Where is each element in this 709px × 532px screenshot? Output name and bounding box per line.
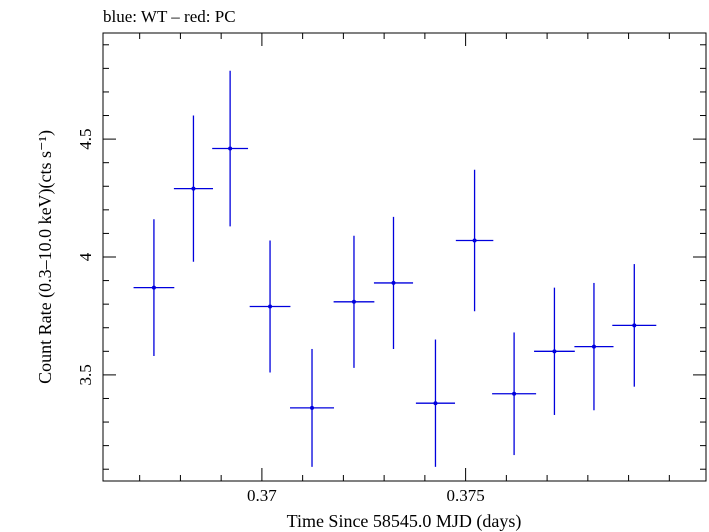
data-points	[133, 70, 657, 467]
y-tick-label: 4	[76, 252, 95, 261]
data-marker	[391, 280, 396, 285]
x-axis-label: Time Since 58545.0 MJD (days)	[287, 511, 522, 532]
axis-ticks	[103, 33, 706, 481]
data-point	[455, 169, 494, 312]
data-marker	[228, 146, 233, 151]
data-point	[373, 216, 414, 349]
data-point	[249, 240, 291, 373]
data-marker	[191, 186, 196, 191]
data-point	[173, 115, 214, 262]
data-point	[333, 235, 375, 368]
data-point	[492, 332, 537, 456]
data-point	[133, 219, 175, 357]
axis-tick-labels: 0.37 0.375 3.5 4 4.5	[76, 128, 485, 505]
data-marker	[151, 285, 156, 290]
data-point	[612, 264, 657, 387]
y-tick-label: 3.5	[76, 364, 95, 385]
data-marker	[433, 401, 438, 406]
data-marker	[472, 238, 477, 243]
data-point	[574, 282, 614, 411]
data-marker	[512, 391, 517, 396]
data-marker	[552, 349, 557, 354]
y-axis-label: Count Rate (0.3–10.0 keV)(cts s⁻¹)	[35, 130, 56, 384]
data-marker	[268, 304, 273, 309]
data-marker	[591, 344, 596, 349]
y-tick-label: 4.5	[76, 128, 95, 149]
data-point	[534, 287, 575, 415]
data-point	[212, 70, 249, 227]
chart-title: blue: WT – red: PC	[103, 7, 236, 26]
data-point	[290, 348, 335, 467]
data-marker	[351, 299, 356, 304]
data-point	[415, 339, 456, 467]
data-marker	[632, 323, 637, 328]
data-marker	[310, 405, 315, 410]
x-tick-label: 0.375	[446, 486, 484, 505]
x-tick-label: 0.37	[247, 486, 277, 505]
